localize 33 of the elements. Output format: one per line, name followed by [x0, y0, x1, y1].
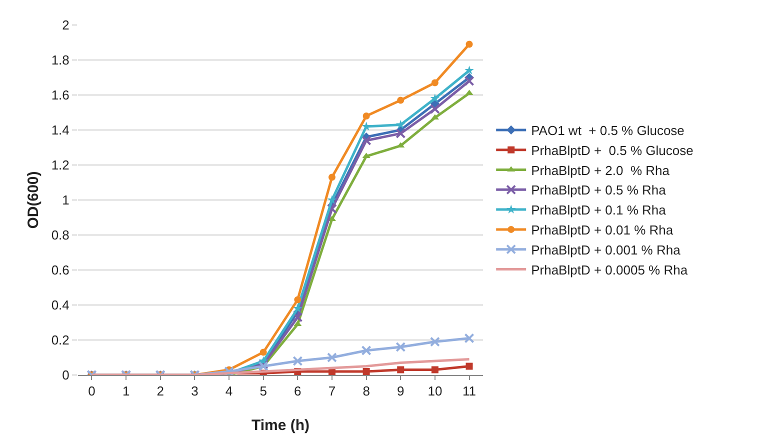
- legend-label: PrhaBlptD + 0.001 % Rha: [531, 242, 682, 258]
- x-tick-label: 3: [191, 384, 198, 399]
- x-tick-label: 2: [156, 384, 164, 399]
- x-tick-label: 5: [260, 384, 267, 399]
- legend-label: PrhaBlptD + 0.1 % Rha: [531, 202, 667, 218]
- y-tick-label: 1.2: [51, 158, 70, 173]
- y-tick-label: 0.2: [51, 332, 70, 348]
- y-tick-label: 1.4: [51, 122, 70, 138]
- legend-label: PAO1 wt + 0.5 % Glucose: [531, 123, 684, 138]
- y-tick-label: 2: [62, 18, 70, 33]
- x-tick-label: 10: [428, 384, 442, 399]
- legend-label: PrhaBlptD + 0.5 % Glucose: [531, 142, 694, 158]
- y-tick-label: 0.8: [51, 228, 70, 243]
- x-tick-label: 6: [294, 384, 302, 399]
- x-tick-label: 11: [462, 384, 476, 399]
- x-tick-label: 4: [225, 384, 233, 399]
- y-tick-label: 0.4: [51, 298, 70, 313]
- legend-label: PrhaBlptD + 2.0 % Rha: [531, 162, 670, 178]
- x-tick-label: 0: [88, 384, 96, 399]
- x-tick-label: 7: [328, 384, 336, 399]
- y-tick-label: 1.6: [51, 88, 70, 103]
- legend-label: PrhaBlptD + 0.5 % Rha: [531, 182, 667, 198]
- x-tick-label: 1: [122, 384, 130, 399]
- x-tick-label: 8: [362, 384, 370, 399]
- legend-label: PrhaBlptD + 0.01 % Rha: [531, 222, 674, 238]
- y-tick-label: 1.8: [51, 52, 70, 68]
- y-tick-label: 0: [62, 368, 70, 383]
- y-axis-title: OD(600): [25, 171, 42, 229]
- legend-label: PrhaBlptD + 0.0005 % Rha: [531, 262, 688, 278]
- y-tick-label: 0.6: [51, 262, 70, 278]
- x-tick-label: 9: [397, 384, 404, 399]
- x-axis-title: Time (h): [251, 417, 310, 434]
- y-tick-label: 1: [62, 192, 70, 208]
